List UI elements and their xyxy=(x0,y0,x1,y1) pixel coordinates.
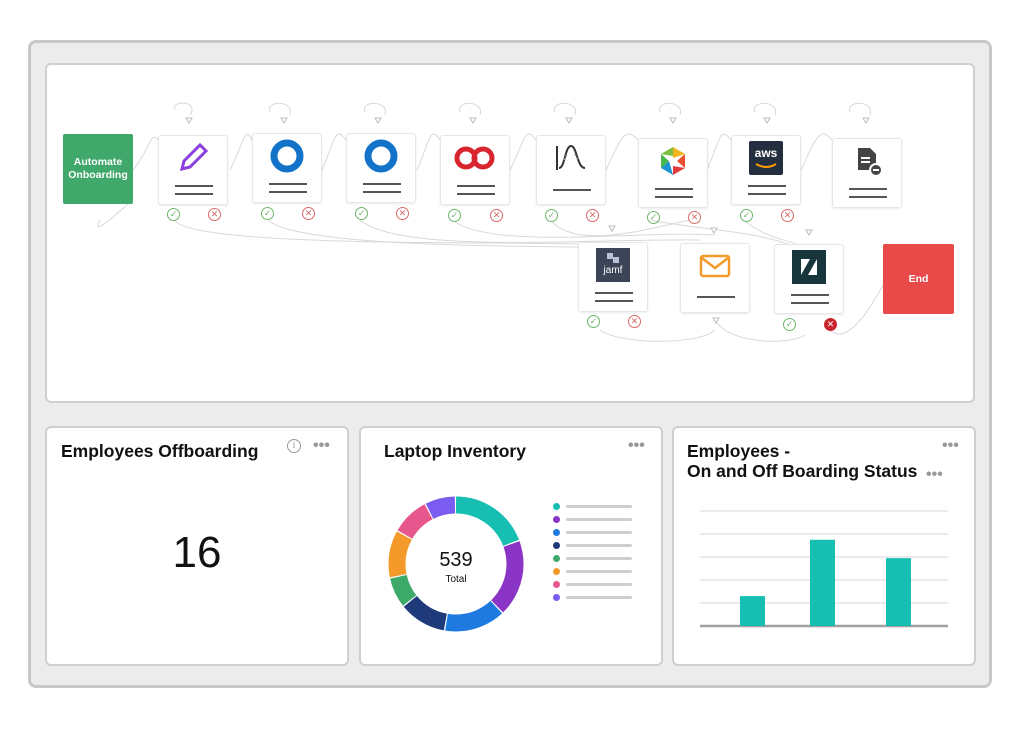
legend-item[interactable] xyxy=(553,594,643,602)
document-remove-icon xyxy=(833,143,901,179)
legend-swatch xyxy=(553,516,560,523)
legend-swatch xyxy=(553,568,560,575)
failure-branch-icon[interactable]: ✕ xyxy=(208,208,221,221)
legend-label-placeholder xyxy=(566,518,632,521)
success-branch-icon[interactable]: ✓ xyxy=(448,209,461,222)
legend-label-placeholder xyxy=(566,570,632,573)
legend-item[interactable] xyxy=(553,568,643,576)
info-symbol: i xyxy=(292,440,296,451)
success-branch-icon[interactable]: ✓ xyxy=(545,209,558,222)
legend-label-placeholder xyxy=(566,557,632,560)
donut-slice-6[interactable] xyxy=(388,496,524,632)
failure-branch-icon[interactable]: ✕ xyxy=(490,209,503,222)
end-node[interactable]: End xyxy=(883,244,954,314)
status-bar-3[interactable] xyxy=(886,558,911,626)
workflow-step-jamf[interactable]: jamf xyxy=(578,242,648,312)
workflow-canvas[interactable] xyxy=(45,63,975,403)
legend-label-placeholder xyxy=(566,544,632,547)
legend-item[interactable] xyxy=(553,503,643,511)
failure-branch-icon[interactable]: ✕ xyxy=(824,318,837,331)
failure-branch-icon[interactable]: ✕ xyxy=(688,211,701,224)
infinity-logo-icon xyxy=(441,140,509,176)
donut-slice-3[interactable] xyxy=(388,496,524,632)
legend-swatch xyxy=(553,503,560,510)
offboarding-count: 16 xyxy=(172,528,222,577)
envelope-icon xyxy=(681,248,749,284)
failure-branch-icon[interactable]: ✕ xyxy=(781,209,794,222)
success-branch-icon[interactable]: ✓ xyxy=(587,315,600,328)
legend-swatch xyxy=(553,542,560,549)
status-bar-1[interactable] xyxy=(740,596,765,626)
hexagon-logo-icon xyxy=(639,143,707,179)
trigger-label: Automate Onboarding xyxy=(68,156,128,181)
workflow-step-aws[interactable]: aws xyxy=(731,135,801,205)
more-options-icon[interactable]: ••• xyxy=(628,437,645,454)
boarding-status-bar-chart xyxy=(700,510,948,628)
card-title-line1: Employees - xyxy=(687,441,791,461)
legend-label-placeholder xyxy=(566,531,632,534)
bell-curve-icon xyxy=(537,140,605,176)
failure-branch-icon[interactable]: ✕ xyxy=(586,209,599,222)
failure-branch-icon[interactable]: ✕ xyxy=(628,315,641,328)
legend-swatch xyxy=(553,529,560,536)
workflow-step-okta-1[interactable] xyxy=(252,133,322,203)
jamf-icon: jamf xyxy=(579,247,647,283)
donut-slice-1[interactable] xyxy=(388,496,524,632)
zendesk-icon xyxy=(775,249,843,285)
failure-branch-icon[interactable]: ✕ xyxy=(396,207,409,220)
success-branch-icon[interactable]: ✓ xyxy=(355,207,368,220)
workflow-step-edit[interactable] xyxy=(158,135,228,205)
okta-ring-icon xyxy=(347,138,415,174)
legend-swatch xyxy=(553,581,560,588)
status-bar-2[interactable] xyxy=(810,539,835,626)
pencil-icon xyxy=(159,140,227,176)
legend-item[interactable] xyxy=(553,516,643,524)
laptop-inventory-donut xyxy=(388,496,524,632)
jamf-label: jamf xyxy=(603,265,623,276)
workflow-step-infinity[interactable] xyxy=(440,135,510,205)
success-branch-icon[interactable]: ✓ xyxy=(783,318,796,331)
legend-item[interactable] xyxy=(553,581,643,589)
legend-label-placeholder xyxy=(566,583,632,586)
workflow-step-okta-2[interactable] xyxy=(346,133,416,203)
card-title: Employees Offboarding xyxy=(61,441,259,461)
okta-ring-icon xyxy=(253,138,321,174)
aws-icon: aws xyxy=(732,140,800,176)
automate-onboarding-trigger[interactable]: Automate Onboarding xyxy=(63,134,133,204)
donut-total-label: Total xyxy=(445,574,467,585)
success-branch-icon[interactable]: ✓ xyxy=(647,211,660,224)
success-branch-icon[interactable]: ✓ xyxy=(167,208,180,221)
legend-label-placeholder xyxy=(566,596,632,599)
success-branch-icon[interactable]: ✓ xyxy=(261,207,274,220)
workflow-step-hex[interactable] xyxy=(638,138,708,208)
legend-swatch xyxy=(553,555,560,562)
aws-label: aws xyxy=(754,146,778,160)
legend-label-placeholder xyxy=(566,505,632,508)
info-icon[interactable]: i xyxy=(287,439,301,453)
failure-branch-icon[interactable]: ✕ xyxy=(302,207,315,220)
workflow-step-curve[interactable] xyxy=(536,135,606,205)
workflow-step-email[interactable] xyxy=(680,243,750,313)
donut-total-value: 539 xyxy=(439,549,473,571)
end-label: End xyxy=(908,273,929,285)
legend-item[interactable] xyxy=(553,529,643,537)
workflow-step-zendesk[interactable] xyxy=(774,244,844,314)
legend-item[interactable] xyxy=(553,542,643,550)
card-title-line2: On and Off Boarding Status xyxy=(687,461,918,481)
donut-slice-2[interactable] xyxy=(388,496,524,632)
legend-item[interactable] xyxy=(553,555,643,563)
workflow-step-document[interactable] xyxy=(832,138,902,208)
employees-offboarding-card: Employees Offboarding i ••• 16 xyxy=(45,426,349,666)
more-options-icon[interactable]: ••• xyxy=(942,437,959,454)
more-options-icon[interactable]: ••• xyxy=(926,466,943,483)
legend-swatch xyxy=(553,594,560,601)
more-options-icon[interactable]: ••• xyxy=(313,437,330,454)
card-title: Laptop Inventory xyxy=(384,441,526,461)
success-branch-icon[interactable]: ✓ xyxy=(740,209,753,222)
